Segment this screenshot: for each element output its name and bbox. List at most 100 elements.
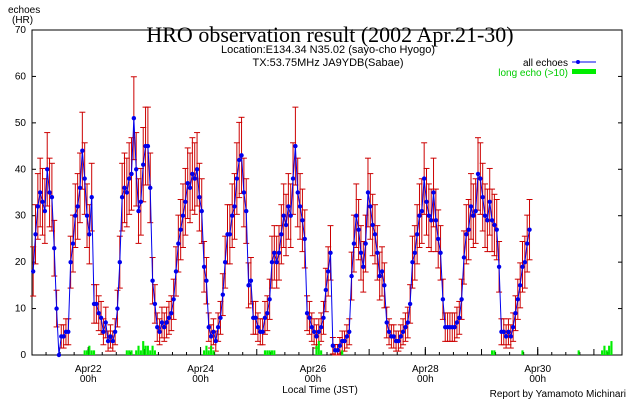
data-point: [87, 232, 92, 237]
y-tick-label: 30: [15, 211, 27, 222]
data-point: [351, 241, 357, 246]
data-point: [166, 315, 172, 321]
long-echo-bar: [266, 350, 269, 355]
data-point: [440, 297, 446, 302]
data-point: [318, 324, 324, 330]
y-tick-label: 20: [15, 257, 27, 268]
data-point: [220, 292, 226, 297]
data-point: [377, 273, 382, 279]
data-point: [227, 232, 233, 237]
data-point: [410, 259, 415, 265]
data-point: [61, 334, 66, 339]
long-echo-bar: [135, 350, 138, 355]
data-point: [403, 324, 408, 330]
data-point: [133, 167, 139, 172]
long-echo-bar: [85, 350, 89, 355]
data-point: [150, 278, 155, 283]
long-echo-bar: [153, 350, 156, 355]
data-point: [42, 208, 48, 214]
data-point: [412, 250, 417, 256]
long-echo-bar: [151, 345, 154, 355]
data-point: [485, 218, 490, 223]
chart-title-text: HRO observation result (2002 Apr.21-30): [146, 22, 513, 47]
data-point: [330, 343, 336, 348]
data-point: [176, 241, 181, 246]
data-point: [293, 143, 298, 149]
data-point: [349, 273, 354, 279]
data-point: [215, 324, 221, 330]
long-echo-bar: [605, 350, 608, 355]
long-echo-bar: [210, 345, 213, 355]
data-point: [52, 246, 57, 251]
data-point: [239, 153, 244, 158]
data-point: [363, 241, 368, 246]
data-point: [508, 334, 513, 339]
data-point: [503, 334, 509, 339]
data-point: [37, 190, 43, 195]
long-echo-bar: [603, 345, 606, 355]
x-tick-label-hour: 00h: [192, 374, 209, 385]
data-point: [126, 176, 132, 181]
data-point: [276, 250, 282, 256]
data-point: [426, 213, 432, 218]
long-echo-bar: [88, 345, 91, 355]
data-point: [185, 181, 190, 186]
data-point: [260, 329, 265, 334]
data-point: [80, 148, 85, 153]
legend-marker-all-echoes: [576, 60, 580, 64]
data-point: [66, 329, 71, 334]
legend: all echoes long echo (>10): [498, 58, 596, 79]
data-point: [311, 329, 317, 334]
long-echo-bar: [608, 345, 611, 355]
data-point: [417, 213, 422, 218]
data-point: [253, 315, 258, 321]
data-point: [496, 264, 502, 269]
data-point: [283, 222, 289, 228]
long-echo-bar: [207, 350, 210, 355]
data-point: [400, 329, 406, 334]
data-point: [510, 324, 516, 330]
long-echo-bar: [610, 341, 613, 355]
data-point: [274, 259, 279, 265]
axes: [31, 29, 623, 356]
data-point: [421, 176, 427, 181]
data-point: [272, 250, 277, 256]
data-point: [454, 320, 460, 325]
x-tick-label-date: Apr24: [187, 364, 214, 375]
data-point: [148, 185, 153, 191]
data-point: [487, 199, 492, 204]
data-point: [316, 329, 322, 334]
long-echo-bars: [83, 341, 613, 355]
data-point: [145, 143, 151, 149]
long-echo-bar: [341, 350, 344, 355]
data-point: [222, 259, 228, 265]
data-point: [103, 320, 108, 325]
y-tick-label: 60: [15, 71, 27, 82]
data-point: [241, 190, 247, 195]
data-point: [267, 297, 272, 302]
data-point: [407, 301, 413, 307]
data-point: [424, 199, 429, 204]
long-echo-bar: [521, 350, 524, 355]
data-point: [428, 218, 434, 223]
data-point: [354, 213, 359, 218]
data-point: [129, 171, 134, 177]
long-echo-bar: [142, 341, 145, 355]
long-echo-bar: [144, 345, 147, 355]
data-point: [478, 176, 483, 181]
data-point: [33, 232, 38, 237]
data-point: [328, 250, 333, 256]
data-point: [295, 190, 300, 195]
data-point: [138, 199, 144, 204]
data-point: [494, 227, 499, 232]
data-point: [297, 204, 303, 209]
data-point: [365, 190, 371, 195]
data-point: [471, 213, 476, 218]
y-tick-label: 40: [15, 164, 27, 175]
data-point: [248, 278, 254, 283]
data-point: [54, 306, 59, 311]
data-point: [307, 315, 312, 321]
legend-swatch-long-echo: [572, 69, 596, 74]
data-point: [358, 250, 364, 256]
